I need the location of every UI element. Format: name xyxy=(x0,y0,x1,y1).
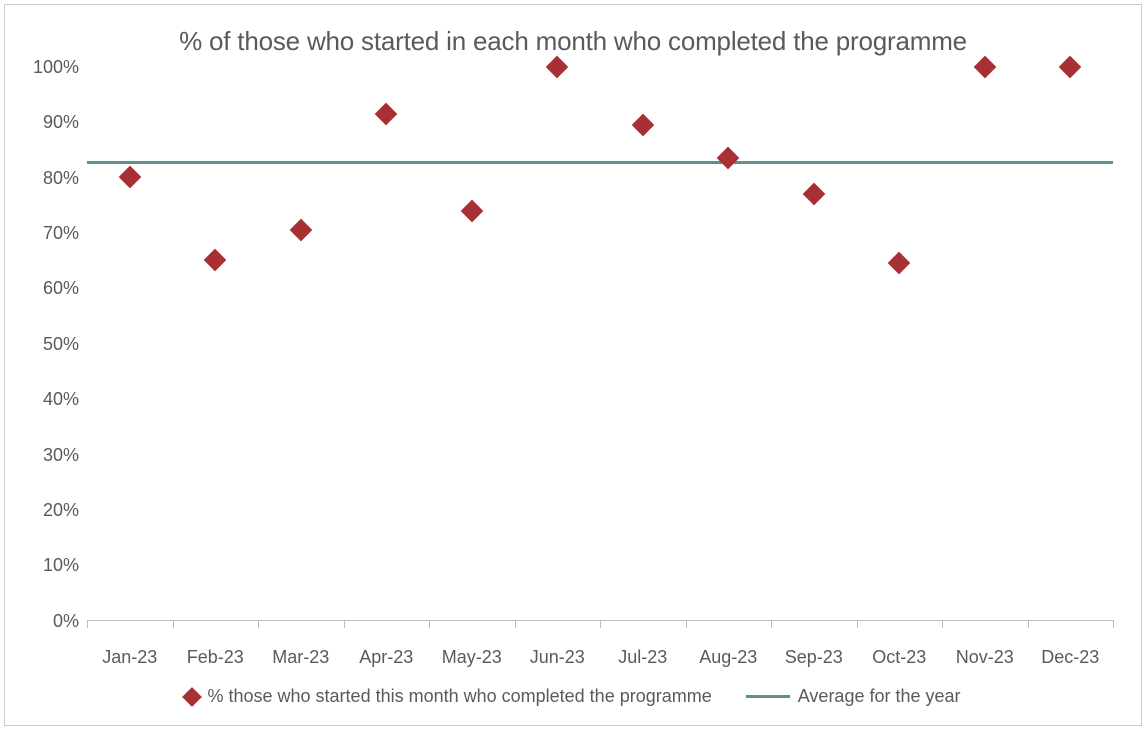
x-tick xyxy=(942,620,943,628)
data-marker xyxy=(118,166,141,189)
x-axis-labels: Jan-23Feb-23Mar-23Apr-23May-23Jun-23Jul-… xyxy=(33,621,1113,668)
data-marker xyxy=(289,219,312,242)
x-tick xyxy=(857,620,858,628)
data-marker xyxy=(888,252,911,275)
x-tick-label: Sep-23 xyxy=(771,647,857,668)
data-marker xyxy=(973,55,996,78)
x-tick xyxy=(87,620,88,628)
x-tick xyxy=(600,620,601,628)
x-tick xyxy=(515,620,516,628)
x-tick xyxy=(1028,620,1029,628)
plot-area xyxy=(87,67,1113,621)
x-tick-label: Dec-23 xyxy=(1028,647,1114,668)
x-axis-spacer xyxy=(33,647,87,668)
y-axis-labels: 100%90%80%70%60%50%40%30%20%10%0% xyxy=(33,67,87,621)
x-tick-label: Oct-23 xyxy=(857,647,943,668)
x-axis-row: Jan-23Feb-23Mar-23Apr-23May-23Jun-23Jul-… xyxy=(87,647,1113,668)
x-tick-label: Apr-23 xyxy=(344,647,430,668)
x-tick xyxy=(429,620,430,628)
x-tick-label: Jun-23 xyxy=(515,647,601,668)
x-tick-label: Nov-23 xyxy=(942,647,1028,668)
data-marker xyxy=(375,102,398,125)
x-tick xyxy=(1113,620,1114,628)
x-tick-label: Feb-23 xyxy=(173,647,259,668)
plot-region: 100%90%80%70%60%50%40%30%20%10%0% xyxy=(33,67,1113,621)
x-tick xyxy=(344,620,345,628)
x-tick-label: May-23 xyxy=(429,647,515,668)
data-marker xyxy=(717,147,740,170)
x-tick-label: Jan-23 xyxy=(87,647,173,668)
legend: % those who started this month who compl… xyxy=(33,668,1113,707)
data-marker xyxy=(1059,55,1082,78)
x-tick-label: Jul-23 xyxy=(600,647,686,668)
x-tick xyxy=(771,620,772,628)
plot-inner xyxy=(87,67,1113,620)
legend-item-average: Average for the year xyxy=(746,686,961,707)
data-marker xyxy=(204,249,227,272)
x-tick xyxy=(686,620,687,628)
legend-item-series: % those who started this month who compl… xyxy=(185,686,711,707)
average-line xyxy=(87,161,1113,164)
x-tick-label: Mar-23 xyxy=(258,647,344,668)
x-tick-label: Aug-23 xyxy=(686,647,772,668)
data-marker xyxy=(631,114,654,137)
data-marker xyxy=(802,183,825,206)
data-marker xyxy=(460,199,483,222)
legend-average-label: Average for the year xyxy=(798,686,961,707)
chart-title: % of those who started in each month who… xyxy=(33,25,1113,59)
legend-series-label: % those who started this month who compl… xyxy=(207,686,711,707)
x-tick xyxy=(258,620,259,628)
chart-container: % of those who started in each month who… xyxy=(4,4,1142,726)
x-tick xyxy=(173,620,174,628)
data-marker xyxy=(546,55,569,78)
diamond-marker-icon xyxy=(183,687,203,707)
line-icon xyxy=(746,695,790,698)
